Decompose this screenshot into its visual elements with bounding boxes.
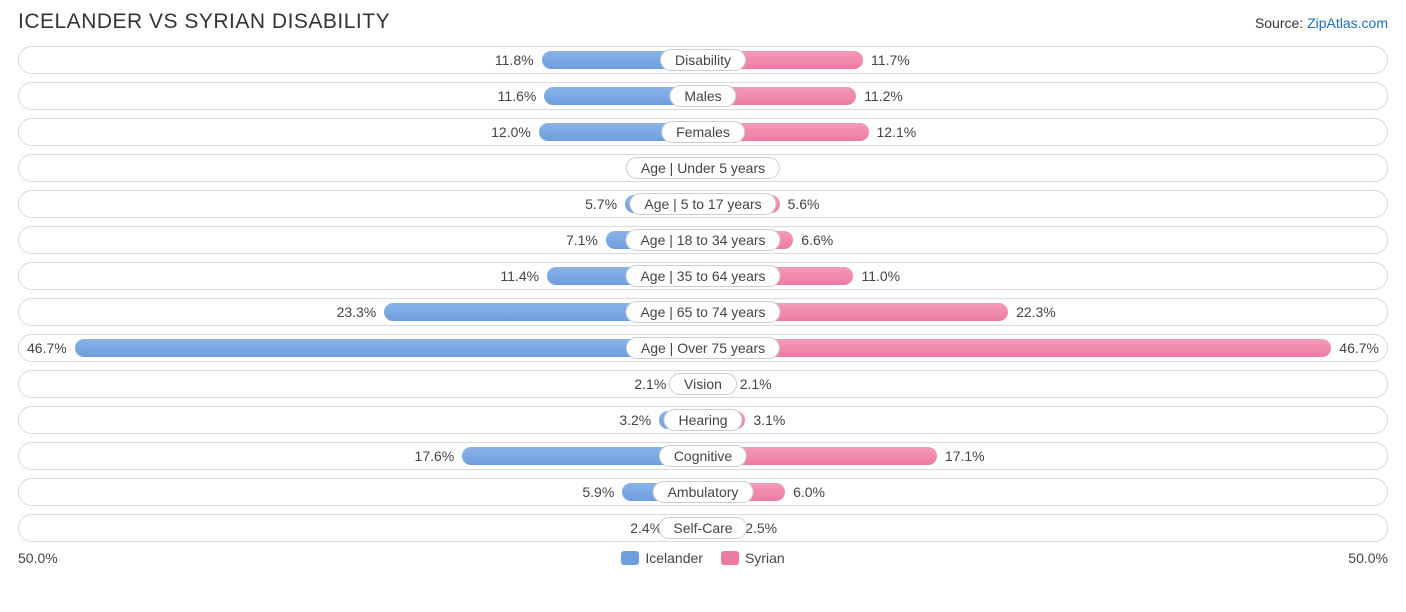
legend-item-left: Icelander <box>621 550 703 566</box>
chart-row: 1.2%1.3%Age | Under 5 years <box>18 154 1388 182</box>
left-value: 23.3% <box>329 304 385 320</box>
chart-row: 23.3% 22.3% Age | 65 to 74 years <box>18 298 1388 326</box>
left-half: 11.6% <box>19 83 703 109</box>
left-half: 11.4% <box>19 263 703 289</box>
left-value: 3.2% <box>611 412 659 428</box>
axis-max-right: 50.0% <box>1348 550 1388 566</box>
right-half: 11.2% <box>703 83 1387 109</box>
right-value: 11.2% <box>856 88 911 104</box>
chart-row: 11.4% 11.0% Age | 35 to 64 years <box>18 262 1388 290</box>
chart-row: 3.2% 3.1%Hearing <box>18 406 1388 434</box>
right-half: 2.1% <box>703 371 1387 397</box>
right-half: 11.0% <box>703 263 1387 289</box>
legend-label-left: Icelander <box>645 550 703 566</box>
right-half: 22.3% <box>703 299 1387 325</box>
right-half: 17.1% <box>703 443 1387 469</box>
source-link[interactable]: ZipAtlas.com <box>1307 15 1388 31</box>
right-value: 5.6% <box>780 196 828 212</box>
legend-label-right: Syrian <box>745 550 785 566</box>
left-half: 7.1% <box>19 227 703 253</box>
right-half: 46.7% <box>703 335 1387 361</box>
axis-max-left: 50.0% <box>18 550 58 566</box>
right-value: 11.0% <box>853 268 908 284</box>
right-value: 11.7% <box>863 52 918 68</box>
left-half: 2.4% <box>19 515 703 541</box>
chart-row: 2.4%2.5%Self-Care <box>18 514 1388 542</box>
right-value: 6.0% <box>785 484 833 500</box>
left-half: 11.8% <box>19 47 703 73</box>
left-value: 5.9% <box>574 484 622 500</box>
right-value: 46.7% <box>1331 340 1387 356</box>
chart-row: 11.6% 11.2% Males <box>18 82 1388 110</box>
left-value: 11.4% <box>492 268 547 284</box>
chart-row: 7.1% 6.6% Age | 18 to 34 years <box>18 226 1388 254</box>
right-half: 2.5% <box>703 515 1387 541</box>
left-bar <box>75 339 703 357</box>
left-half: 12.0% <box>19 119 703 145</box>
category-label: Disability <box>660 49 746 71</box>
right-half: 12.1% <box>703 119 1387 145</box>
left-value: 11.8% <box>487 52 542 68</box>
chart-row: 2.1% 2.1%Vision <box>18 370 1388 398</box>
right-half: 5.6% <box>703 191 1387 217</box>
category-label: Age | Under 5 years <box>626 157 780 179</box>
left-value: 5.7% <box>577 196 625 212</box>
category-label: Age | 5 to 17 years <box>629 193 776 215</box>
left-value: 2.1% <box>626 376 674 392</box>
right-half: 6.6% <box>703 227 1387 253</box>
left-half: 17.6% <box>19 443 703 469</box>
source: Source: ZipAtlas.com <box>1255 15 1388 31</box>
category-label: Ambulatory <box>653 481 754 503</box>
legend-swatch-right <box>721 551 739 565</box>
left-half: 23.3% <box>19 299 703 325</box>
legend-item-right: Syrian <box>721 550 785 566</box>
left-value: 7.1% <box>558 232 606 248</box>
right-half: 11.7% <box>703 47 1387 73</box>
chart-row: 17.6% 17.1% Cognitive <box>18 442 1388 470</box>
category-label: Age | 35 to 64 years <box>625 265 780 287</box>
category-label: Males <box>669 85 736 107</box>
legend: Icelander Syrian <box>58 550 1349 566</box>
left-half: 46.7% <box>19 335 703 361</box>
legend-swatch-left <box>621 551 639 565</box>
left-value: 12.0% <box>483 124 539 140</box>
right-half: 6.0% <box>703 479 1387 505</box>
right-half: 3.1% <box>703 407 1387 433</box>
right-value: 2.1% <box>732 376 780 392</box>
category-label: Females <box>661 121 745 143</box>
chart-row: 5.9% 6.0% Ambulatory <box>18 478 1388 506</box>
left-value: 46.7% <box>19 340 75 356</box>
left-half: 5.9% <box>19 479 703 505</box>
left-half: 3.2% <box>19 407 703 433</box>
right-value: 3.1% <box>745 412 793 428</box>
right-value: 6.6% <box>793 232 841 248</box>
left-half: 5.7% <box>19 191 703 217</box>
category-label: Age | 65 to 74 years <box>625 301 780 323</box>
right-value: 17.1% <box>937 448 993 464</box>
category-label: Age | Over 75 years <box>626 337 780 359</box>
left-value: 11.6% <box>490 88 545 104</box>
chart-row: 12.0% 12.1% Females <box>18 118 1388 146</box>
chart-row: 11.8% 11.7% Disability <box>18 46 1388 74</box>
left-half: 2.1% <box>19 371 703 397</box>
category-label: Hearing <box>663 409 742 431</box>
chart-row: 46.7% 46.7% Age | Over 75 years <box>18 334 1388 362</box>
chart-footer: 50.0% Icelander Syrian 50.0% <box>18 550 1388 566</box>
category-label: Self-Care <box>658 517 747 539</box>
right-bar <box>703 339 1331 357</box>
page-title: ICELANDER VS SYRIAN DISABILITY <box>18 10 390 34</box>
chart-row: 5.7% 5.6%Age | 5 to 17 years <box>18 190 1388 218</box>
right-value: 12.1% <box>869 124 925 140</box>
header: ICELANDER VS SYRIAN DISABILITY Source: Z… <box>18 10 1388 34</box>
right-value: 22.3% <box>1008 304 1064 320</box>
category-label: Vision <box>669 373 737 395</box>
right-half: 1.3% <box>703 155 1387 181</box>
category-label: Age | 18 to 34 years <box>625 229 780 251</box>
left-value: 17.6% <box>407 448 463 464</box>
left-half: 1.2% <box>19 155 703 181</box>
source-label: Source: <box>1255 15 1307 31</box>
diverging-bar-chart: 11.8% 11.7% Disability 11.6% 11.2% Males 12.0%… <box>18 46 1388 542</box>
category-label: Cognitive <box>659 445 747 467</box>
